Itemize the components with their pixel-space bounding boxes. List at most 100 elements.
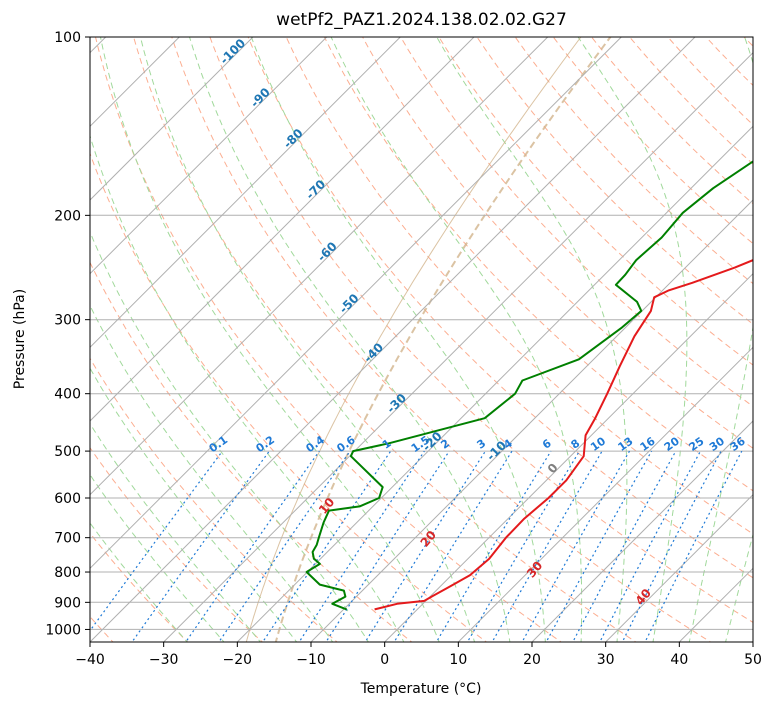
dry-adiabat	[90, 532, 189, 642]
moist-adiabat	[688, 37, 753, 642]
isotherm-label: -20	[420, 429, 445, 454]
y-tick-label: 800	[54, 565, 81, 581]
dry-adiabat	[362, 37, 753, 449]
dry-adiabat	[590, 37, 753, 205]
x-tick-label: −40	[75, 652, 105, 668]
isotherm	[236, 125, 753, 642]
mixing-ratio-label: 0.4	[304, 433, 328, 455]
mixing-ratio-label: 3	[475, 437, 489, 452]
isotherm	[531, 420, 753, 642]
moist-adiabat-label: 0	[545, 461, 561, 476]
y-tick-label: 300	[54, 313, 81, 329]
moist-adiabat	[90, 422, 262, 642]
dry-adiabat-label: 30	[524, 559, 545, 581]
mixing-ratio-label: 0.1	[207, 433, 230, 455]
dry-adiabat	[400, 37, 753, 407]
x-tick-label: 40	[670, 652, 688, 668]
axis-ticks: −40 −30 −20 −10 0 10 20 30 40 5010020030040050060…	[45, 30, 762, 668]
chart-title: wetPf2_PAZ1.2024.138.02.02.G27	[276, 10, 567, 30]
moist-adiabat	[189, 37, 511, 642]
y-tick-label: 200	[54, 208, 81, 224]
profile-lines	[305, 160, 753, 611]
y-tick-label: 700	[54, 531, 81, 547]
y-axis-label: Pressure (hPa)	[12, 289, 28, 389]
plot-frame	[89, 36, 754, 643]
moist-adiabat	[90, 522, 188, 642]
x-tick-label: 30	[597, 652, 615, 668]
mixing-ratio-label: 0.2	[254, 433, 277, 455]
dry-adiabat	[705, 37, 753, 87]
dry-adiabat	[209, 37, 753, 623]
dry-adiabat	[171, 37, 712, 642]
dry-adiabat	[323, 37, 753, 492]
isotherm-label: -60	[315, 239, 340, 264]
isotherm	[90, 37, 254, 201]
moist-adiabat	[100, 37, 440, 642]
isotherm-label: -50	[336, 291, 361, 316]
mixing-ratio-line	[131, 450, 270, 642]
isotherm	[678, 567, 753, 642]
reference-curve	[274, 37, 612, 642]
mixing-ratio-line	[393, 450, 513, 642]
mixing-ratio-label: 6	[540, 437, 554, 452]
isotherm	[384, 272, 753, 642]
moist-adiabat	[725, 532, 753, 642]
y-tick-label: 500	[54, 444, 81, 460]
moist-adiabat	[90, 230, 369, 642]
isotherm	[90, 37, 401, 349]
x-axis-label: Temperature (°C)	[360, 681, 482, 697]
y-tick-label: 400	[54, 387, 81, 403]
mixing-ratio-line	[364, 450, 486, 642]
dry-adiabat	[90, 446, 264, 642]
dry-adiabat	[90, 261, 413, 642]
mixing-ratio-line	[185, 450, 320, 642]
dry-adiabat-label: 40	[633, 586, 654, 608]
dry-adiabat	[476, 37, 753, 325]
isotherm-label: -30	[384, 391, 409, 416]
mixing-ratio-line	[435, 450, 552, 642]
dry-adiabat	[769, 24, 775, 645]
x-tick-label: −20	[223, 652, 253, 668]
mixing-ratio-line	[599, 450, 702, 642]
isotherm	[163, 51, 753, 642]
mixing-ratio-line	[545, 450, 653, 642]
mixing-ratio-line	[218, 450, 351, 642]
dry-adiabat	[514, 37, 753, 285]
moist-adiabat	[139, 37, 476, 642]
mixing-ratio-line	[572, 450, 677, 642]
isotherm-label: -40	[361, 340, 386, 365]
background-lines	[90, 24, 775, 645]
isotherm	[90, 37, 622, 570]
mixing-ratio-label: 8	[569, 437, 583, 452]
dry-adiabat	[667, 37, 753, 126]
isotherm	[90, 37, 328, 275]
dry-adiabat	[90, 152, 488, 642]
isotherm-label: -100	[217, 36, 248, 67]
x-tick-label: 20	[523, 652, 541, 668]
x-tick-label: 0	[380, 652, 389, 668]
isotherm	[605, 493, 753, 642]
isotherm-label: -70	[303, 177, 328, 202]
moist-adiabat	[90, 304, 334, 642]
dry-adiabat	[285, 37, 753, 535]
x-tick-label: 10	[449, 652, 467, 668]
mixing-ratio-line	[644, 450, 743, 642]
isotherm	[90, 37, 549, 496]
mixing-ratio-line	[491, 450, 603, 642]
isotherm	[310, 199, 753, 642]
mixing-ratio-line	[521, 450, 631, 642]
y-tick-label: 600	[54, 491, 81, 507]
mixing-ratio-line	[621, 450, 722, 642]
x-tick-label: 50	[744, 652, 762, 668]
isotherm	[90, 37, 475, 422]
y-tick-label: 1000	[45, 622, 81, 638]
isotherm	[90, 37, 696, 642]
mixing-ratio-line	[90, 450, 223, 632]
dewpoint-profile	[305, 160, 753, 611]
moist-adiabat	[90, 367, 298, 642]
mixing-ratio-line	[466, 450, 580, 642]
moist-adiabat	[90, 134, 405, 642]
y-tick-label: 900	[54, 595, 81, 611]
y-tick-label: 100	[54, 30, 81, 46]
